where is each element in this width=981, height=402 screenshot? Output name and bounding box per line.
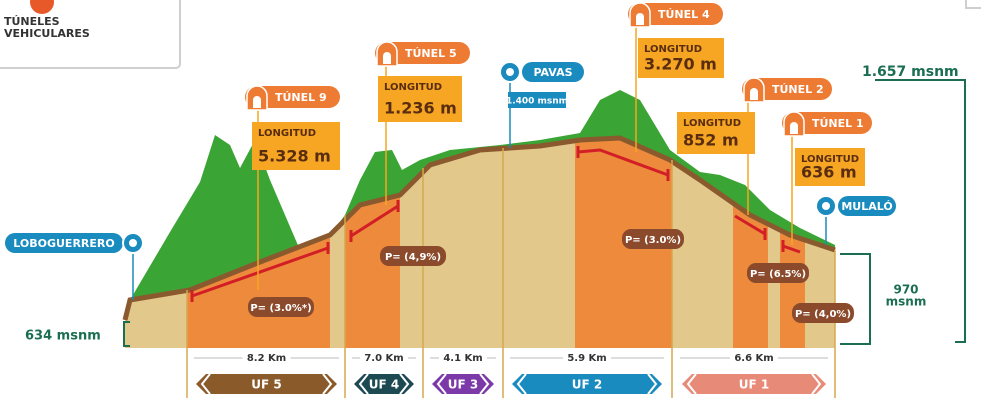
- tunnel-name: TÚNEL 9: [275, 91, 327, 104]
- elevation-label: 1.657 msnm: [862, 64, 959, 80]
- length-value: 636 m: [801, 163, 857, 182]
- elevation-label: 634 msnm: [25, 329, 101, 344]
- slope-label: P= (4,0%): [795, 309, 851, 320]
- corner-frame: [966, 0, 981, 8]
- pin-dot: [822, 202, 830, 210]
- place-name: PAVAS: [533, 66, 572, 79]
- place-name: MULALÓ: [841, 200, 892, 213]
- tunnel-name: TÚNEL 4: [658, 8, 710, 21]
- distance-label: 6.6 Km: [734, 353, 773, 364]
- distance-label: 5.9 Km: [567, 353, 606, 364]
- length-value: 3.270 m: [644, 55, 717, 74]
- distance-label: 4.1 Km: [443, 353, 482, 364]
- length-value: 5.328 m: [258, 147, 331, 166]
- tunnel-name: TÚNEL 2: [772, 83, 824, 96]
- unit-label: UF 4: [369, 378, 399, 392]
- length-value: 852 m: [683, 131, 739, 150]
- unit-label: UF 2: [572, 378, 602, 392]
- place-elevation: 1.400 msnm: [506, 97, 568, 107]
- tunnel-name: TÚNEL 1: [812, 117, 864, 130]
- tunnel-icon: [636, 13, 644, 25]
- tunnel-icon: [383, 52, 391, 64]
- pin-dot: [129, 239, 137, 247]
- unit-label: UF 3: [448, 378, 478, 392]
- distance-label: 8.2 Km: [247, 353, 286, 364]
- unit-label: UF 5: [251, 378, 281, 392]
- profile-diagram: TÚNELES VEHICULARES 1.657 msnm 634 msnm …: [0, 0, 981, 402]
- tunnel-name: TÚNEL 5: [405, 47, 457, 60]
- elevation-label: msnm: [886, 295, 927, 309]
- slope-label: P= (4,9%): [385, 252, 441, 263]
- pin-dot: [506, 68, 514, 76]
- tunnel-icon: [253, 96, 261, 108]
- slope-label: P= (3.0%*): [250, 303, 311, 314]
- distance-label: 7.0 Km: [364, 353, 403, 364]
- length-label: LONGITUD: [258, 128, 316, 139]
- length-label: LONGITUD: [644, 44, 702, 55]
- slope-label: P= (3.0%): [625, 235, 681, 246]
- unit-label: UF 1: [739, 378, 769, 392]
- tunnel-icon: [750, 88, 758, 100]
- tunnel-icon: [790, 122, 798, 134]
- tunnel-zone: [733, 120, 768, 350]
- slope-label: P= (6.5%): [750, 269, 806, 280]
- place-name: LOBOGUERRERO: [13, 237, 114, 250]
- length-label: LONGITUD: [683, 118, 741, 129]
- elevation-bracket: [840, 254, 870, 344]
- length-label: LONGITUD: [384, 82, 442, 93]
- length-value: 1.236 m: [384, 99, 457, 118]
- legend-text: VEHICULARES: [4, 27, 90, 40]
